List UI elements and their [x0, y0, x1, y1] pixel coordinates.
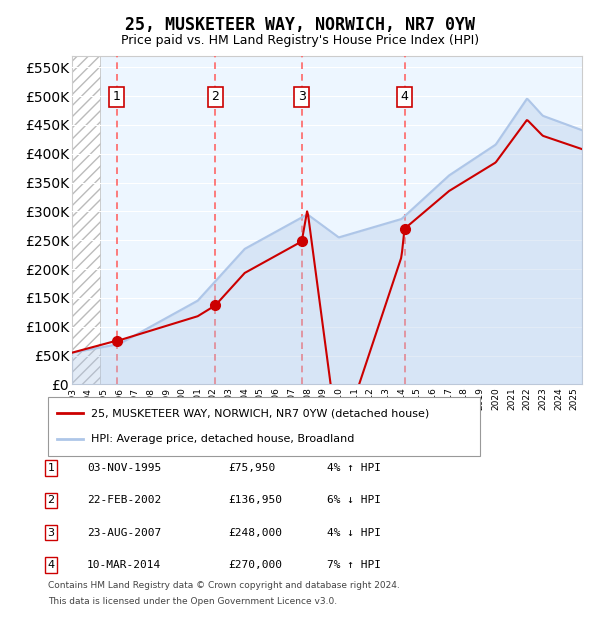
Text: Price paid vs. HM Land Registry's House Price Index (HPI): Price paid vs. HM Land Registry's House …: [121, 34, 479, 47]
Text: Contains HM Land Registry data © Crown copyright and database right 2024.: Contains HM Land Registry data © Crown c…: [48, 581, 400, 590]
Text: 10-MAR-2014: 10-MAR-2014: [87, 560, 161, 570]
Bar: [100, 56, 582, 384]
Text: 6% ↓ HPI: 6% ↓ HPI: [327, 495, 381, 505]
Text: 4: 4: [47, 560, 55, 570]
Text: 7% ↑ HPI: 7% ↑ HPI: [327, 560, 381, 570]
Text: 1: 1: [113, 91, 121, 104]
Text: 1: 1: [47, 463, 55, 473]
Text: £248,000: £248,000: [228, 528, 282, 538]
Text: 23-AUG-2007: 23-AUG-2007: [87, 528, 161, 538]
Text: 25, MUSKETEER WAY, NORWICH, NR7 0YW: 25, MUSKETEER WAY, NORWICH, NR7 0YW: [125, 16, 475, 33]
Text: 4% ↑ HPI: 4% ↑ HPI: [327, 463, 381, 473]
Text: 03-NOV-1995: 03-NOV-1995: [87, 463, 161, 473]
Bar: [72, 56, 100, 384]
Text: 2: 2: [47, 495, 55, 505]
Text: 25, MUSKETEER WAY, NORWICH, NR7 0YW (detached house): 25, MUSKETEER WAY, NORWICH, NR7 0YW (det…: [91, 409, 430, 419]
Text: HPI: Average price, detached house, Broadland: HPI: Average price, detached house, Broa…: [91, 434, 355, 444]
Text: 3: 3: [47, 528, 55, 538]
Text: 22-FEB-2002: 22-FEB-2002: [87, 495, 161, 505]
FancyBboxPatch shape: [48, 397, 480, 456]
Text: This data is licensed under the Open Government Licence v3.0.: This data is licensed under the Open Gov…: [48, 597, 337, 606]
Text: £75,950: £75,950: [228, 463, 275, 473]
Text: 2: 2: [211, 91, 219, 104]
Text: 4: 4: [401, 91, 409, 104]
Text: 4% ↓ HPI: 4% ↓ HPI: [327, 528, 381, 538]
Text: £270,000: £270,000: [228, 560, 282, 570]
Text: 3: 3: [298, 91, 305, 104]
Text: £136,950: £136,950: [228, 495, 282, 505]
